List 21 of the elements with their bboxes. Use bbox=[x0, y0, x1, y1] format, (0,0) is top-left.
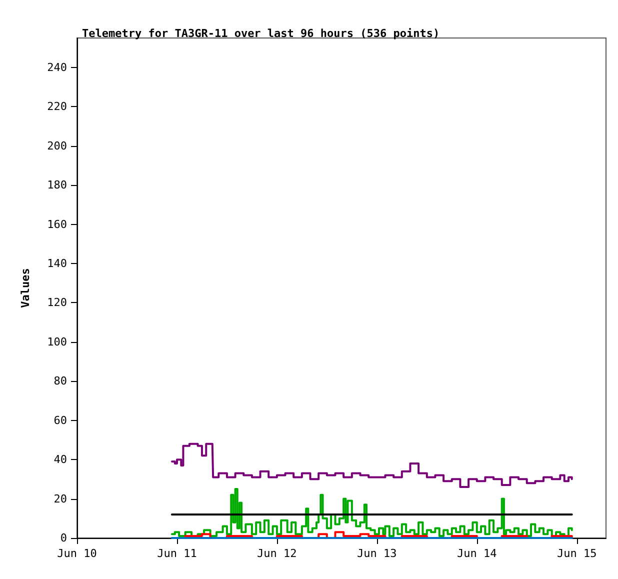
y-tick-label: 60 bbox=[54, 414, 67, 427]
x-tick-label: Jun 14 bbox=[457, 547, 498, 560]
y-tick-label: 0 bbox=[60, 532, 67, 544]
y-tick-label: 180 bbox=[47, 178, 67, 192]
y-tick-label: 160 bbox=[47, 218, 67, 231]
y-tick-label: 20 bbox=[54, 492, 67, 506]
y-tick-label: 140 bbox=[47, 256, 67, 270]
x-tick-label: Jun 12 bbox=[257, 547, 297, 560]
chart-title: Telemetry for TA3GR-11 over last 96 hours (536 points) bbox=[82, 27, 440, 40]
x-tick-label: Jun 10 bbox=[57, 547, 97, 560]
y-axis-title: Values bbox=[19, 268, 32, 308]
y-tick-label: 40 bbox=[54, 453, 67, 466]
y-tick-label: 200 bbox=[47, 139, 67, 152]
y-tick-label: 80 bbox=[54, 374, 67, 388]
x-tick-label: Jun 13 bbox=[357, 547, 397, 560]
y-tick-label: 120 bbox=[47, 296, 67, 310]
y-tick-label: 220 bbox=[47, 100, 67, 114]
x-tick-label: Jun 11 bbox=[157, 547, 197, 560]
y-tick-label: 100 bbox=[47, 335, 67, 348]
y-tick-label: 240 bbox=[47, 60, 67, 74]
x-tick-label: Jun 15 bbox=[556, 547, 597, 560]
